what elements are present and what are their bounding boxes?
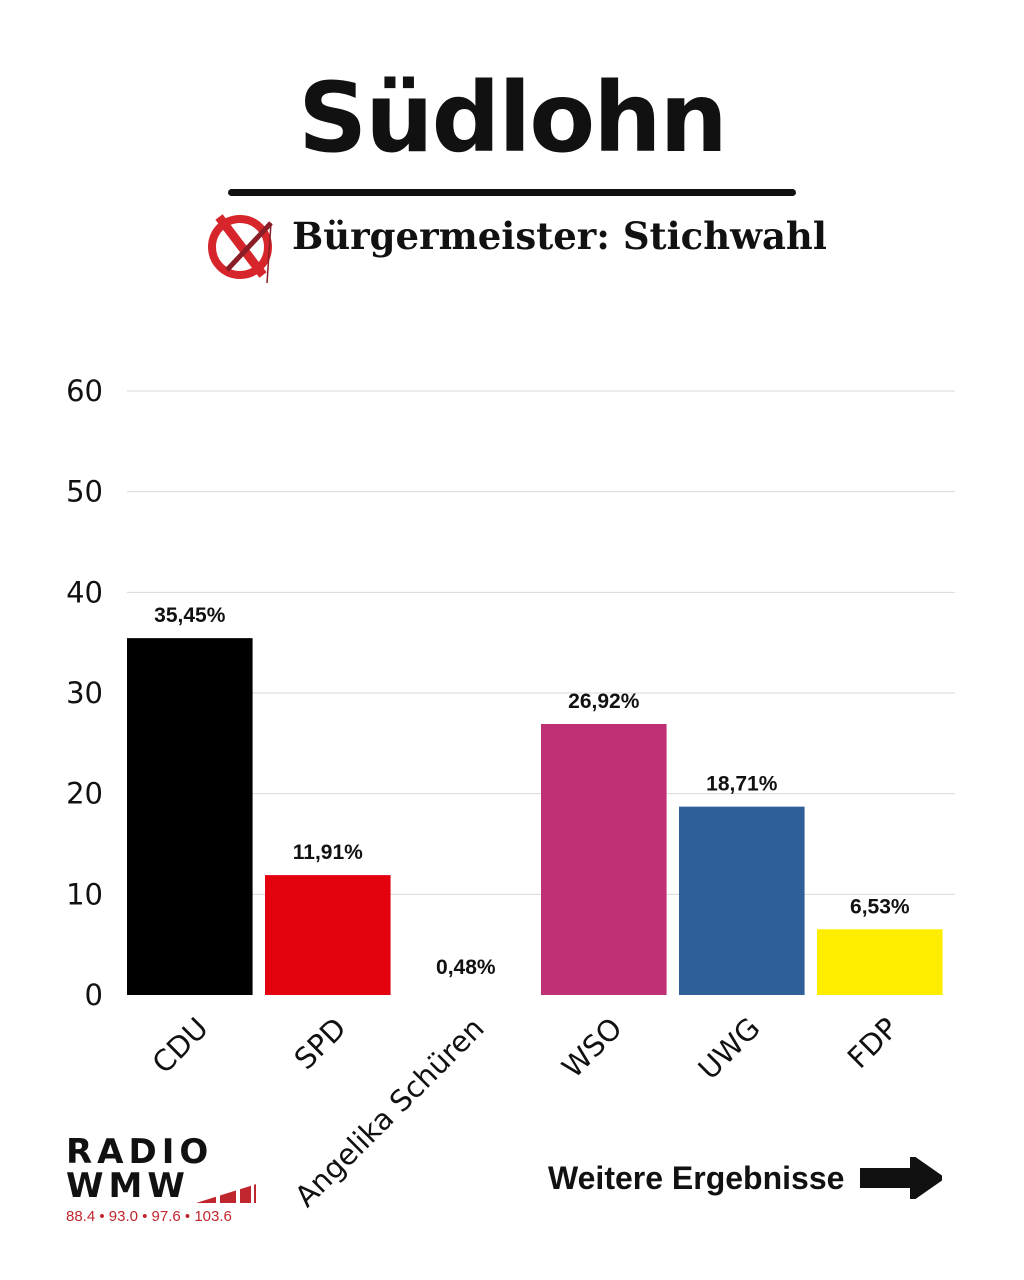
x-tick-label: FDP	[841, 1011, 905, 1075]
bar	[265, 875, 391, 995]
y-tick-label: 60	[66, 374, 103, 408]
y-tick-label: 40	[66, 575, 103, 609]
logo-line2: WMW	[66, 1166, 190, 1206]
data-label: 26,92%	[568, 690, 640, 713]
signal-bars-icon	[195, 1181, 256, 1203]
arrow-right-icon	[860, 1157, 943, 1199]
x-tick-label: WSO	[555, 1011, 628, 1084]
bar	[127, 638, 253, 995]
y-tick-label: 10	[66, 877, 103, 911]
bar	[817, 929, 943, 995]
subtitle: Bürgermeister: Stichwahl	[292, 214, 827, 258]
radio-wmw-logo: RADIO WMW 88.4 • 93.0 • 97.6 • 103.6	[66, 1135, 256, 1225]
data-label: 35,45%	[154, 604, 226, 627]
y-tick-label: 30	[66, 676, 103, 710]
logo-line1: RADIO	[66, 1132, 214, 1172]
title-divider	[228, 189, 796, 196]
x-tick-label: CDU	[146, 1011, 215, 1080]
more-results-link[interactable]: Weitere Ergebnisse	[548, 1157, 943, 1199]
logo-frequencies: 88.4 • 93.0 • 97.6 • 103.6	[66, 1208, 232, 1225]
y-tick-label: 20	[66, 777, 103, 811]
data-label: 18,71%	[706, 773, 778, 796]
x-tick-label: UWG	[692, 1011, 767, 1086]
x-tick-label: SPD	[288, 1011, 353, 1076]
data-label: 11,91%	[293, 841, 363, 864]
data-label: 0,48%	[436, 956, 496, 979]
ballot-cross-icon	[208, 214, 273, 284]
more-results-label: Weitere Ergebnisse	[548, 1159, 845, 1196]
y-tick-label: 0	[85, 978, 103, 1012]
bar	[541, 724, 667, 995]
bar	[679, 806, 805, 995]
data-label: 6,53%	[850, 895, 910, 918]
y-tick-label: 50	[66, 475, 103, 509]
page-title: Südlohn	[298, 62, 728, 174]
